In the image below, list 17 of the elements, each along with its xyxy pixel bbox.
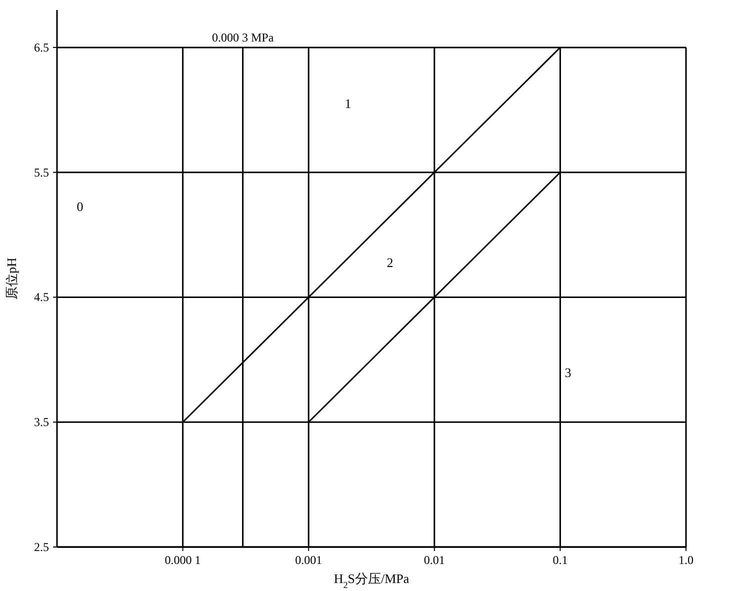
annotation: 2 xyxy=(386,255,394,270)
y-tick-label: 5.5 xyxy=(34,165,49,180)
y-tick-label: 2.5 xyxy=(34,540,49,554)
y-tick-label: 3.5 xyxy=(34,415,49,430)
x-tick-label: 1.0 xyxy=(678,553,694,567)
annotation: 3 xyxy=(564,365,572,380)
annotation: 0 xyxy=(76,199,84,214)
y-axis-title: 原位pH xyxy=(4,258,19,300)
x-tick-label: 0.1 xyxy=(552,553,568,567)
annotation: 1 xyxy=(344,96,352,111)
x-tick-label: 0.000 1 xyxy=(164,553,201,567)
x-axis-title: H$_{2}$S分压/MPa xyxy=(334,571,410,590)
ref-line-label: 0.000 3 MPa xyxy=(212,30,274,44)
y-tick-label: 6.5 xyxy=(34,40,49,54)
y-tick-label: 4.5 xyxy=(34,290,49,304)
x-tick-label: 0.001 xyxy=(295,553,322,567)
x-tick-label: 0.01 xyxy=(424,553,445,567)
